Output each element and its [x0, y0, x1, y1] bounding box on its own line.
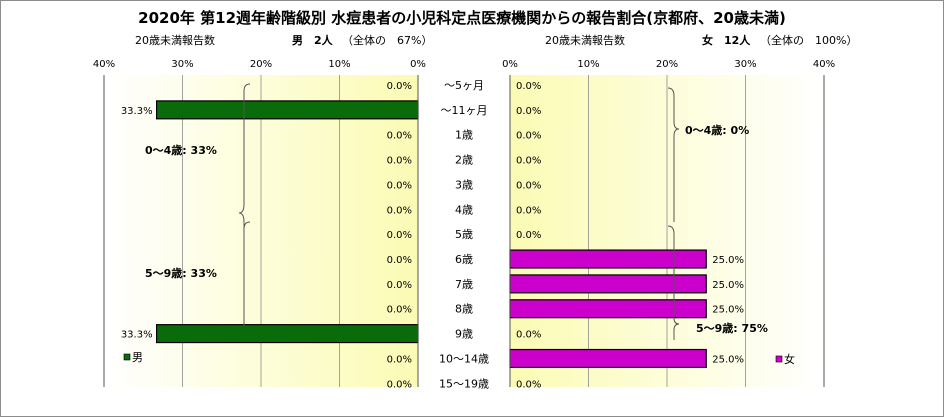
right-share: （全体の 100%）: [760, 33, 857, 47]
left-share: （全体の 67%）: [342, 33, 432, 47]
category-label: 4歳: [455, 203, 473, 216]
right-header: 女 12人: [702, 33, 751, 47]
left-brace-0-4: [238, 83, 251, 326]
right-value-label: 0.0%: [516, 156, 541, 167]
left-value-label: 0.0%: [387, 354, 412, 365]
left-value-label: 0.0%: [387, 205, 412, 216]
right-value-label: 0.0%: [516, 205, 541, 216]
right-axis-tick-label: 30%: [734, 59, 756, 70]
left-value-label: 33.3%: [121, 330, 153, 341]
right-bars: [509, 249, 707, 369]
category-label: 9歳: [455, 328, 473, 341]
category-labels: ～5ヶ月 ～11ヶ月 1歳 2歳 3歳 4歳 5歳 6歳 7歳 8歳 9歳 10～14歳 15～19歳: [439, 79, 489, 390]
right-value-label: 25.0%: [712, 354, 744, 365]
left-axis-tick-label: 20%: [250, 59, 272, 70]
right-value-label: 0.0%: [516, 81, 541, 92]
right-brace-0-4: [667, 87, 680, 222]
left-value-label: 0.0%: [387, 255, 412, 266]
right-axis-tick-label: 40%: [813, 59, 835, 70]
right-axis-tick-label: 20%: [656, 59, 678, 70]
left-axis-tick-label: 30%: [171, 59, 193, 70]
right-legend-label: 女: [784, 352, 795, 366]
category-label: ～11ヶ月: [441, 104, 488, 117]
right-bar: [509, 274, 707, 294]
right-bar: [509, 348, 707, 369]
category-label: 1歳: [455, 129, 473, 142]
category-label: 15～19歳: [439, 377, 489, 390]
category-label: ～5ヶ月: [444, 79, 484, 92]
right-value-label: 0.0%: [516, 330, 541, 341]
right-value-label: 0.0%: [516, 106, 541, 117]
right-value-label: 0.0%: [516, 180, 541, 191]
left-legend-label: 男: [132, 351, 143, 364]
right-axis-tick-label: 10%: [577, 59, 599, 70]
right-value-label: 25.0%: [712, 255, 744, 266]
left-value-label: 0.0%: [387, 131, 412, 142]
right-legend-swatch: [775, 355, 783, 363]
left-annotation-5-9: 5～9歳: 33%: [145, 266, 217, 280]
left-brace-5-9: [243, 221, 251, 320]
left-value-label: 0.0%: [387, 180, 412, 191]
left-value-label: 33.3%: [121, 106, 153, 117]
right-bar: [509, 299, 707, 319]
right-axis-tick-label: 0%: [502, 59, 518, 70]
left-value-labels: 0.0% 33.3% 0.0% 0.0% 0.0% 0.0% 0.0% 0.0% 0.0% 0.0…: [121, 81, 412, 390]
left-value-label: 0.0%: [387, 280, 412, 291]
category-label: 2歳: [455, 154, 473, 167]
left-axis-tick-label: 0%: [410, 59, 426, 70]
left-value-label: 0.0%: [387, 379, 412, 390]
left-axis-ticks: 40% 30% 20% 10% 0%: [93, 59, 426, 70]
category-label: 6歳: [455, 253, 473, 266]
right-value-label: 0.0%: [516, 379, 541, 390]
left-bar: [155, 100, 419, 120]
right-bar: [509, 249, 707, 269]
left-axis-tick-label: 40%: [93, 59, 115, 70]
left-bars: [155, 100, 419, 344]
right-gridlines: [588, 75, 746, 387]
right-value-label: 25.0%: [712, 280, 744, 291]
right-value-labels: 0.0% 0.0% 0.0% 0.0% 0.0% 0.0% 0.0% 25.0% 25.0% 25…: [516, 81, 744, 390]
right-axis-ticks: 0% 10% 20% 30% 40%: [502, 59, 835, 70]
left-value-label: 0.0%: [387, 156, 412, 167]
right-caption: 20歳未満報告数: [545, 34, 625, 47]
left-value-label: 0.0%: [387, 230, 412, 241]
left-caption: 20歳未満報告数: [135, 34, 215, 47]
left-annotation-0-4: 0～4歳: 33%: [145, 143, 217, 157]
category-label: 3歳: [455, 178, 473, 191]
right-annotation-5-9: 5～9歳: 75%: [696, 321, 768, 335]
left-legend-swatch: [123, 353, 131, 361]
left-bar: [155, 324, 419, 344]
category-label: 10～14歳: [439, 352, 489, 365]
category-label: 8歳: [455, 303, 473, 316]
right-brace-5-9: [667, 225, 680, 340]
right-value-label: 0.0%: [516, 230, 541, 241]
left-header: 男 2人: [292, 33, 334, 47]
left-value-label: 0.0%: [387, 305, 412, 316]
chart-title: 2020年 第12週年齢階級別 水痘患者の小児科定点医療機関からの報告割合(京都…: [138, 9, 786, 27]
category-label: 5歳: [455, 228, 473, 241]
left-axis-tick-label: 10%: [328, 59, 350, 70]
right-value-label: 0.0%: [516, 131, 541, 142]
right-value-label: 25.0%: [712, 305, 744, 316]
right-annotation-0-4: 0～4歳: 0%: [685, 123, 749, 137]
left-value-label: 0.0%: [387, 81, 412, 92]
category-label: 7歳: [455, 278, 473, 291]
